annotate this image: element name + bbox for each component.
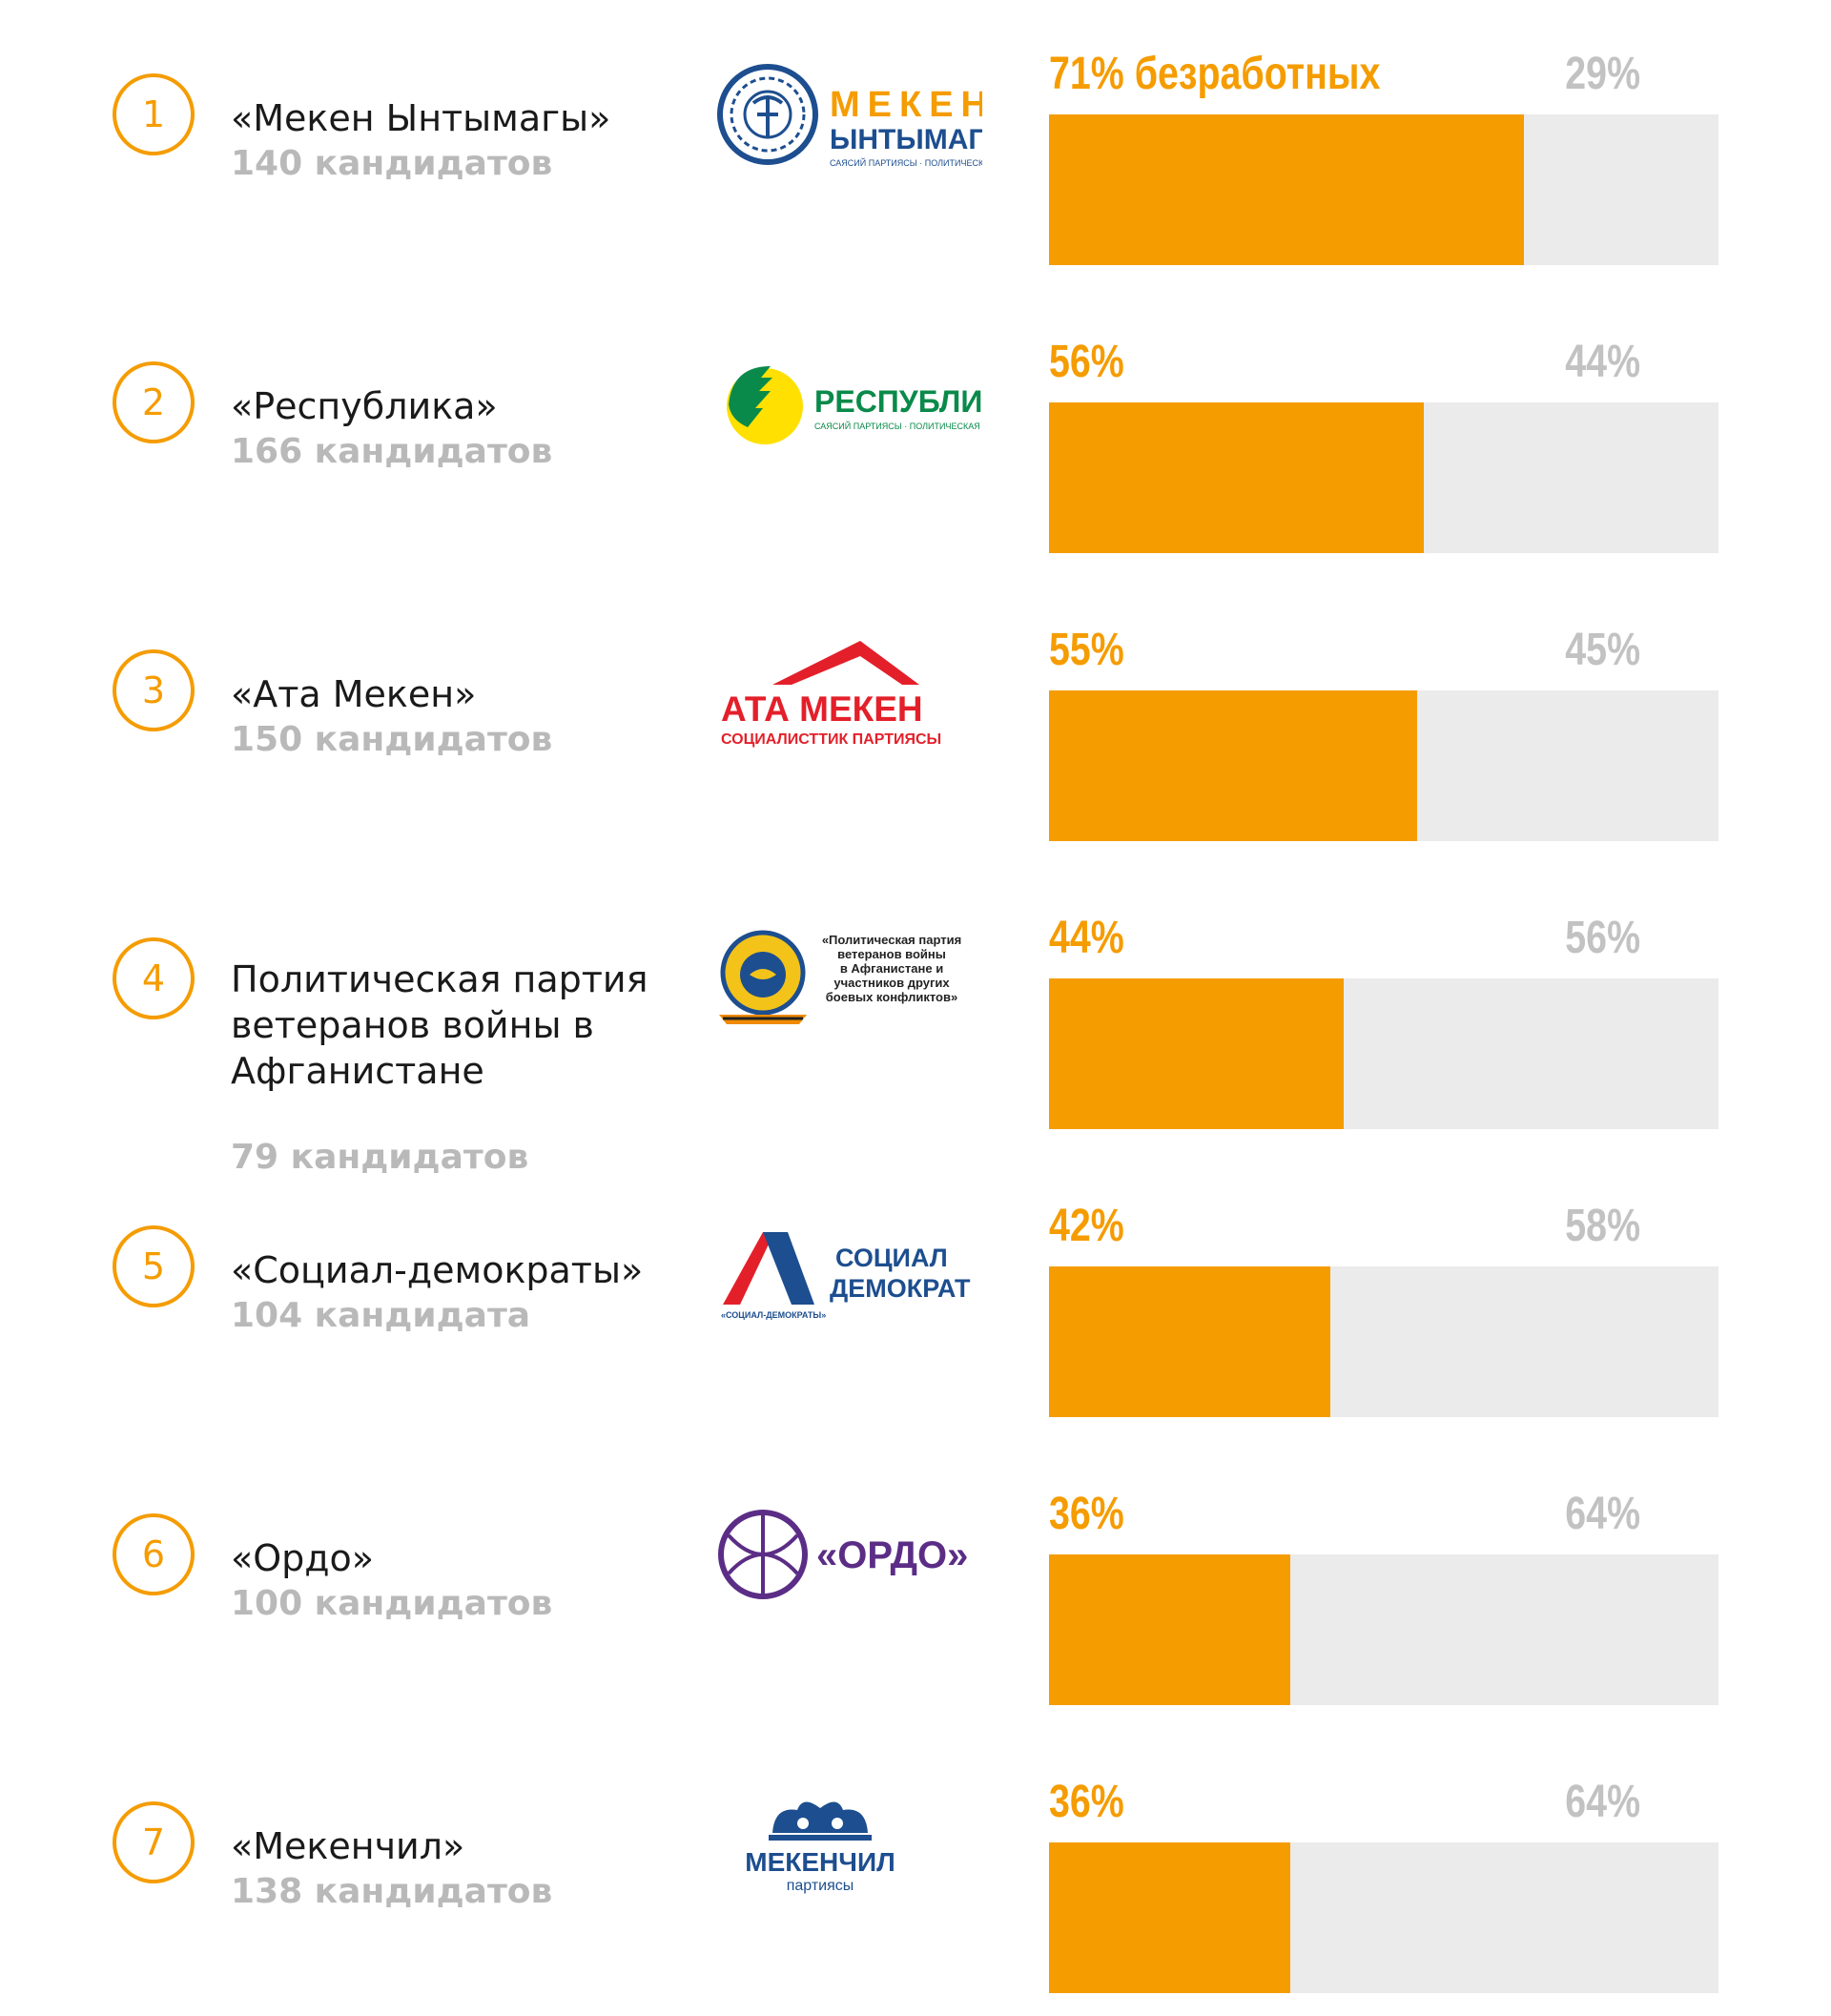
value-label: 56% <box>1049 337 1124 387</box>
logo-text: РЕСПУБЛИКА <box>814 384 982 419</box>
bar-track <box>1049 402 1718 553</box>
logo-text-line: «Политическая партия <box>822 933 961 947</box>
party-row: 1 «Мекен Ынтымагы» 140 кандидатов МЕКЕН ЫНТЫ… <box>0 0 1831 288</box>
party-row: 2 «Республика» 166 кандидатов РЕСПУБЛИКА САЯ… <box>0 288 1831 576</box>
bar-track <box>1049 1554 1718 1705</box>
party-row: 7 «Мекенчил» 138 кандидатов МЕКЕНЧИЛ партияс… <box>0 1728 1831 2016</box>
logo-text: ДЕМОКРАТ <box>830 1274 971 1303</box>
rest-label: 45% <box>1565 625 1640 675</box>
value-label: 36% <box>1049 1489 1124 1539</box>
bar-value <box>1049 1554 1290 1705</box>
logo-text-line: в Афганистане и <box>840 961 943 976</box>
party-name: «Ордо» <box>231 1537 375 1579</box>
logo-subtext: САЯСИЙ ПАРТИЯСЫ · ПОЛИТИЧЕСКАЯ ПАРТИЯ <box>830 157 982 168</box>
rest-label: 44% <box>1565 337 1640 387</box>
candidates-count: 104 кандидата <box>231 1296 531 1335</box>
party-name: «Ата Мекен» <box>231 673 477 715</box>
rank-badge: 5 <box>113 1225 195 1307</box>
logo-text: СОЦИАЛ <box>835 1244 948 1272</box>
bar-track <box>1049 978 1718 1129</box>
veterans-emblem-icon <box>719 930 807 1024</box>
logo-text: АТА МЕКЕН <box>721 689 923 729</box>
party-row: 3 «Ата Мекен» 150 кандидатов АТА МЕКЕН СОЦИА… <box>0 576 1831 864</box>
value-label: 44% <box>1049 913 1124 963</box>
party-logo: МЕКЕНЫНТЫМАГЫ САЯСИЙ ПАРТИЯСЫ · ПОЛИТИЧЕС… <box>717 64 982 168</box>
rank-badge: 6 <box>113 1513 195 1595</box>
party-logo: «Политическая партия ветеранов войны в Афг… <box>719 930 961 1024</box>
logo-subtext: «СОЦИАЛ-ДЕМОКРАТЫ» <box>721 1310 826 1320</box>
party-name: «Мекен Ынтымагы» <box>231 97 611 139</box>
rest-label: 56% <box>1565 913 1640 963</box>
party-row: 5 «Социал-демократы» 104 кандидата СОЦИАЛ ДЕ… <box>0 1152 1831 1440</box>
rank-badge: 3 <box>113 649 195 731</box>
candidates-count: 79 кандидатов <box>231 1138 529 1177</box>
party-name: «Республика» <box>231 385 498 427</box>
bar-value <box>1049 690 1417 841</box>
bar-value <box>1049 1842 1290 1993</box>
mekenchil-ornament-icon <box>769 1801 872 1841</box>
emblem-icon <box>717 64 818 165</box>
logo-text: «ОРДО» <box>816 1534 968 1576</box>
candidates-count: 140 кандидатов <box>231 144 553 183</box>
bar-value <box>1049 114 1524 265</box>
value-label: 55% <box>1049 625 1124 675</box>
bar-track <box>1049 114 1718 265</box>
party-logo: АТА МЕКЕН СОЦИАЛИСТТИК ПАРТИЯСЫ <box>721 641 941 748</box>
bar-value <box>1049 978 1344 1129</box>
value-label: 42% <box>1049 1201 1124 1251</box>
logo-text: МЕКЕН <box>830 85 982 125</box>
candidates-count: 138 кандидатов <box>231 1872 553 1911</box>
rank-badge: 1 <box>113 73 195 155</box>
logo-subtext: партиясы <box>787 1878 854 1894</box>
logo-text: «Политическая партия ветеранов войны в Афг… <box>822 933 961 1004</box>
rest-label: 64% <box>1565 1489 1640 1539</box>
candidates-count: 150 кандидатов <box>231 720 553 759</box>
republic-mark-icon <box>727 366 803 444</box>
rank-badge: 7 <box>113 1801 195 1883</box>
candidates-count: 166 кандидатов <box>231 432 553 471</box>
logo-subtext: СОЦИАЛИСТТИК ПАРТИЯСЫ <box>721 731 941 748</box>
bar-track <box>1049 690 1718 841</box>
rank-badge: 4 <box>113 937 195 1019</box>
bar-value <box>1049 1266 1330 1417</box>
party-logo: «ОРДО» <box>718 1510 968 1599</box>
value-label: 36% <box>1049 1777 1124 1827</box>
value-label: 71% безработных <box>1049 49 1381 99</box>
logo-subtext: САЯСИЙ ПАРТИЯСЫ · ПОЛИТИЧЕСКАЯ ПАРТИЯ <box>814 421 982 431</box>
ordo-emblem-icon <box>718 1510 808 1599</box>
bar-value <box>1049 402 1424 553</box>
bar-track <box>1049 1266 1718 1417</box>
party-name: «Социал-демократы» <box>231 1249 644 1291</box>
logo-text: МЕКЕНЧИЛ <box>745 1847 895 1877</box>
rest-label: 58% <box>1565 1201 1640 1251</box>
party-name: «Мекенчил» <box>231 1825 465 1867</box>
party-row: 6 «Ордо» 100 кандидатов «ОРДО» 36% 64% <box>0 1440 1831 1728</box>
bar-track <box>1049 1842 1718 1993</box>
party-name: Политическая партия ветеранов войны в Аф… <box>231 958 648 1092</box>
logo-text-line: боевых конфликтов» <box>826 990 957 1004</box>
logo-text: ЫНТЫМАГЫ <box>830 124 982 155</box>
roof-icon <box>772 641 919 685</box>
rank-badge: 2 <box>113 361 195 443</box>
rest-label: 64% <box>1565 1777 1640 1827</box>
logo-text-line: участников других <box>833 976 950 990</box>
party-row: 4 Политическая партия ветеранов войны в А… <box>0 864 1831 1177</box>
logo-text-line: ветеранов войны <box>837 947 946 961</box>
candidates-count: 100 кандидатов <box>231 1584 553 1623</box>
rest-label: 29% <box>1565 49 1640 99</box>
party-logo: РЕСПУБЛИКА САЯСИЙ ПАРТИЯСЫ · ПОЛИТИЧЕСКАЯ… <box>727 366 982 444</box>
social-democrat-mark-icon <box>723 1232 814 1305</box>
